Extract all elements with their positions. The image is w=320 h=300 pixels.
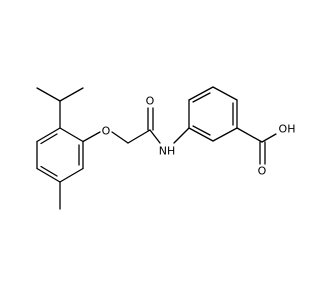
structure-diagram: O O NH OH O — [36, 86, 296, 210]
atom-labels: O O NH OH O — [102, 95, 296, 178]
acid-hydroxyl: OH — [279, 123, 296, 136]
acid-oxygen: O — [258, 165, 267, 178]
amide-nitrogen: NH — [159, 145, 176, 158]
ether-oxygen: O — [102, 125, 111, 138]
bonds — [36, 86, 277, 210]
amide-oxygen: O — [146, 95, 155, 108]
